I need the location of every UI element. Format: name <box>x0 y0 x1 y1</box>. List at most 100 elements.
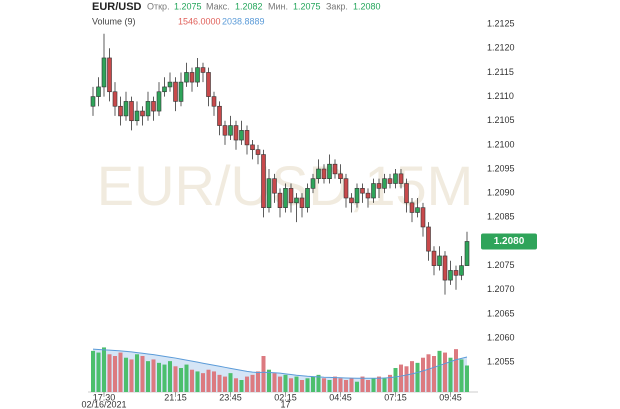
candle-body <box>151 101 156 112</box>
volume-bar <box>173 366 178 392</box>
candle-body <box>167 81 173 88</box>
volume-bar <box>289 378 293 392</box>
y-tick-label: 1.2070 <box>487 284 515 294</box>
candle-body <box>288 188 294 204</box>
volume-bar <box>223 376 227 392</box>
volume-bar <box>366 380 370 392</box>
close-label: Закр. <box>326 1 348 11</box>
volume-bar <box>239 380 244 392</box>
volume-bar <box>113 356 117 392</box>
volume-label: Volume (9) <box>92 16 136 26</box>
volume-bar <box>399 364 403 392</box>
candle-body <box>217 105 222 126</box>
volume-bar <box>206 369 211 392</box>
y-tick-label: 1.2120 <box>487 43 515 53</box>
candle-body <box>101 57 107 88</box>
candle-body <box>206 72 211 97</box>
y-tick-label: 1.2085 <box>487 212 515 222</box>
candle-body <box>459 265 464 276</box>
candle-body <box>409 202 415 213</box>
y-tick-label: 1.2125 <box>487 19 515 29</box>
volume-bar <box>267 369 271 392</box>
candle-body <box>211 96 217 107</box>
candle-body <box>173 81 178 102</box>
candle-body <box>123 101 129 117</box>
volume-bar <box>278 376 282 392</box>
open-label: Откр. <box>147 1 170 11</box>
candle-body <box>233 125 239 141</box>
candle-body <box>354 188 360 204</box>
volume-bar <box>371 378 376 392</box>
volume-bar <box>124 357 128 392</box>
candle-body <box>250 144 255 151</box>
candle-body <box>283 188 288 208</box>
candle-body <box>189 72 195 83</box>
volume-bar <box>102 347 106 392</box>
volume-bar <box>129 359 134 392</box>
volume-bar <box>228 373 233 392</box>
candle-body <box>365 192 371 199</box>
candle-body <box>464 241 470 266</box>
candle-body <box>112 91 118 107</box>
candle-body <box>222 125 228 136</box>
low-value: 1.2075 <box>293 1 321 11</box>
y-tick-label: 1.2065 <box>487 308 515 318</box>
candle-body <box>305 188 310 208</box>
x-tick-label: 21:15 <box>164 392 187 402</box>
y-tick-label: 1.2060 <box>487 332 515 342</box>
candle-body <box>261 154 266 208</box>
y-tick-label: 1.2095 <box>487 163 515 173</box>
volume-bar <box>217 374 222 392</box>
volume-bar <box>162 364 167 392</box>
volume-bar <box>190 369 194 392</box>
candle-body <box>321 168 327 179</box>
volume-bar <box>316 374 321 392</box>
candle-body <box>387 178 393 184</box>
volume-bar <box>404 366 409 392</box>
marks: 1.20551.20601.20651.20701.20751.20801.20… <box>90 19 515 392</box>
volume-bar <box>333 376 337 392</box>
volume-bar <box>432 356 436 392</box>
candle-body <box>178 81 184 102</box>
candle-body <box>327 163 332 179</box>
volume-bar <box>151 359 156 392</box>
x-tick-label: 23:45 <box>219 392 242 402</box>
volume-bar <box>349 378 354 392</box>
candle-body <box>244 130 250 146</box>
volume-bar <box>272 373 277 392</box>
volume-bar <box>135 354 139 392</box>
candle-body <box>393 173 398 184</box>
candle-body <box>228 125 233 136</box>
volume-bar <box>212 371 216 392</box>
candle-body <box>349 197 354 204</box>
volume-bar <box>91 350 95 392</box>
candle-body <box>107 57 112 93</box>
volume-bar <box>448 357 453 392</box>
low-label: Мин. <box>268 1 288 11</box>
candle-body <box>299 197 305 208</box>
volume-ma-value: 2038.8889 <box>222 16 265 26</box>
volume-bar <box>300 380 304 392</box>
volume-bar <box>322 378 326 392</box>
candle-body <box>448 270 453 281</box>
candle-body <box>145 101 151 117</box>
candle-body <box>453 270 459 276</box>
volume-bar <box>256 371 260 392</box>
candle-body <box>140 110 145 117</box>
open-value: 1.2075 <box>174 1 202 11</box>
volume-bar <box>96 352 101 392</box>
candle-body <box>184 72 189 83</box>
candle-body <box>118 105 123 117</box>
candle-body <box>96 86 101 97</box>
volume-bar <box>250 374 255 392</box>
x-tick-label: 04:45 <box>329 392 352 402</box>
volume-bar <box>118 352 123 392</box>
x-date-label: 17 <box>280 399 290 409</box>
volume-bar <box>294 376 299 392</box>
high-label: Макс. <box>206 1 230 11</box>
volume-bar <box>377 376 381 392</box>
candle-body <box>134 110 140 122</box>
candle-body <box>239 130 244 141</box>
